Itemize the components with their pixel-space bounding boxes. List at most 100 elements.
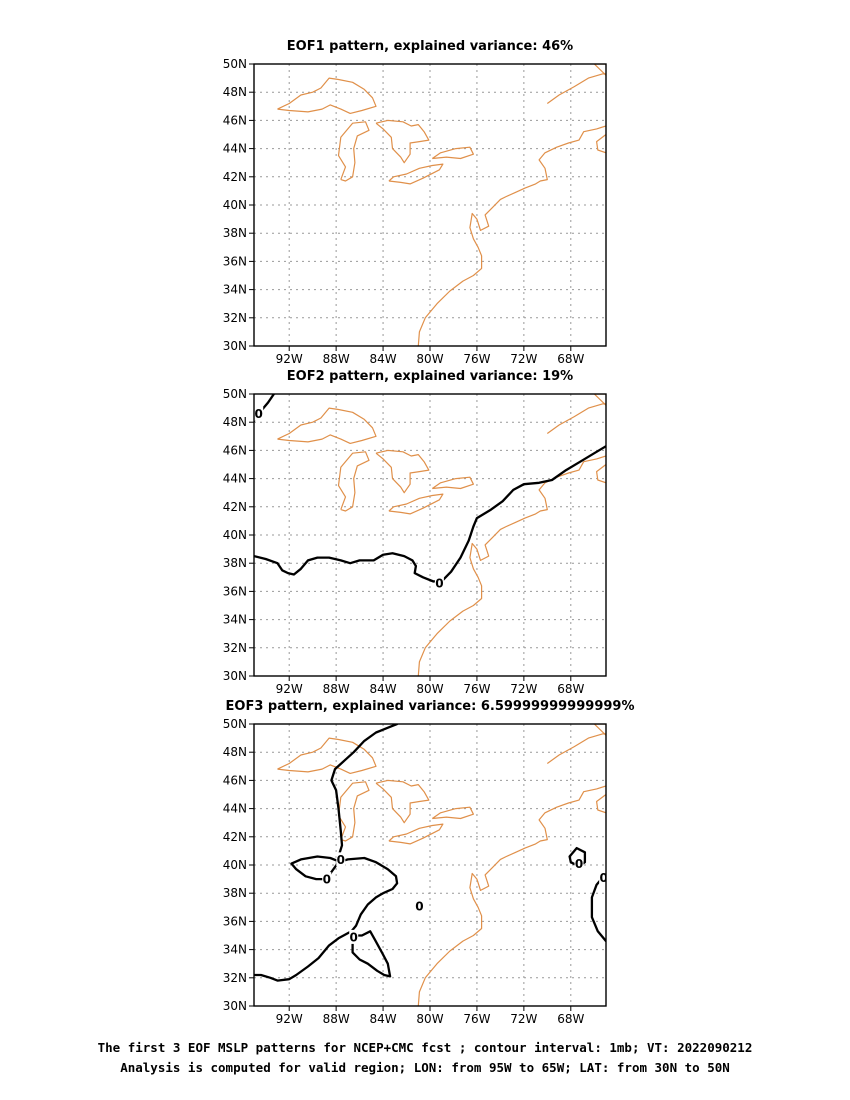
coastline [277,737,377,774]
coastline [593,724,606,736]
coastline [417,125,606,346]
y-tick-label: 46N [223,113,247,127]
y-tick-label: 38N [223,226,247,240]
y-tick-label: 46N [223,443,247,457]
y-tick-label: 50N [223,57,247,71]
y-tick-label: 44N [223,472,247,486]
coastline [417,785,606,1006]
contour-label: 0 [435,576,443,590]
x-tick-label: 84W [369,1012,396,1026]
coastline [593,394,606,406]
x-tick-label: 76W [463,682,490,696]
zero-contour [351,930,392,978]
coastline [388,823,444,845]
eof3-panel: EOF3 pattern, explained variance: 6.5999… [223,699,635,1026]
contour-label: 0 [599,871,607,885]
coastline [337,451,370,512]
x-tick-label: 72W [510,352,537,366]
coastline [388,163,444,185]
x-tick-label: 68W [557,682,584,696]
eof2-panel: EOF2 pattern, explained variance: 19% 92W… [223,369,607,696]
caption-line-2: Analysis is computed for valid region; L… [120,1060,730,1075]
y-tick-label: 50N [223,717,247,731]
eof2-frame [253,393,607,677]
contour-label-bg [574,856,584,871]
y-tick-label: 38N [223,886,247,900]
y-tick-label: 40N [223,858,247,872]
x-tick-label: 72W [510,682,537,696]
y-tick-label: 32N [223,641,247,655]
coastline [337,121,370,182]
eof1-panel: EOF1 pattern, explained variance: 46% 92W… [223,39,607,366]
y-tick-label: 34N [223,613,247,627]
x-tick-label: 88W [323,682,350,696]
y-tick-label: 36N [223,254,247,268]
zero-contour [568,846,587,868]
y-tick-label: 42N [223,500,247,514]
x-tick-label: 88W [323,1012,350,1026]
x-tick-label: 84W [369,352,396,366]
y-tick-label: 30N [223,339,247,353]
x-tick-label: 68W [557,352,584,366]
y-tick-label: 32N [223,311,247,325]
y-tick-label: 36N [223,914,247,928]
x-tick-label: 84W [369,682,396,696]
caption-line-1: The first 3 EOF MSLP patterns for NCEP+C… [97,1040,753,1055]
contour-label: 0 [323,873,331,887]
contour-label: 0 [350,930,358,944]
contour-label: 0 [337,853,345,867]
y-tick-label: 34N [223,283,247,297]
x-tick-label: 76W [463,352,490,366]
contour-label-bg [336,852,346,867]
eof3-frame [253,723,607,1007]
coastline [431,476,474,490]
coastline [417,455,606,676]
x-tick-label: 92W [276,352,303,366]
coastline [431,806,474,820]
y-tick-label: 48N [223,85,247,99]
x-tick-label: 68W [557,1012,584,1026]
y-tick-label: 44N [223,142,247,156]
eof1-title: EOF1 pattern, explained variance: 46% [287,39,573,54]
y-tick-label: 42N [223,830,247,844]
coastline [546,733,606,764]
x-tick-label: 92W [276,1012,303,1026]
y-tick-label: 40N [223,528,247,542]
x-tick-label: 80W [416,1012,443,1026]
x-tick-label: 88W [323,352,350,366]
x-tick-label: 76W [463,1012,490,1026]
y-tick-label: 30N [223,999,247,1013]
y-tick-label: 32N [223,971,247,985]
coastline [596,794,606,814]
contour-label-bg [434,575,444,590]
contour-label: 0 [255,407,263,421]
x-tick-label: 72W [510,1012,537,1026]
contour-label-bg [599,870,606,885]
y-tick-label: 38N [223,556,247,570]
y-tick-label: 40N [223,198,247,212]
y-tick-label: 48N [223,745,247,759]
eof2-title: EOF2 pattern, explained variance: 19% [287,369,573,384]
eof2-map-layer: 00 [254,394,606,676]
y-tick-label: 34N [223,943,247,957]
coastline [375,449,430,494]
x-tick-label: 92W [276,682,303,696]
eof1-map-layer [277,64,606,346]
zero-contour [254,445,606,583]
y-tick-label: 36N [223,584,247,598]
y-tick-label: 44N [223,802,247,816]
contour-label-bg [414,898,424,913]
coastline [431,146,474,160]
contour-label-bg [349,929,359,944]
coastline [375,779,430,824]
coastline [277,77,377,114]
eof3-title: EOF3 pattern, explained variance: 6.5999… [226,699,635,714]
y-tick-label: 46N [223,773,247,787]
coastline [546,73,606,104]
contour-label-bg [322,872,332,887]
y-tick-label: 50N [223,387,247,401]
coastline [596,464,606,484]
x-tick-label: 80W [416,682,443,696]
